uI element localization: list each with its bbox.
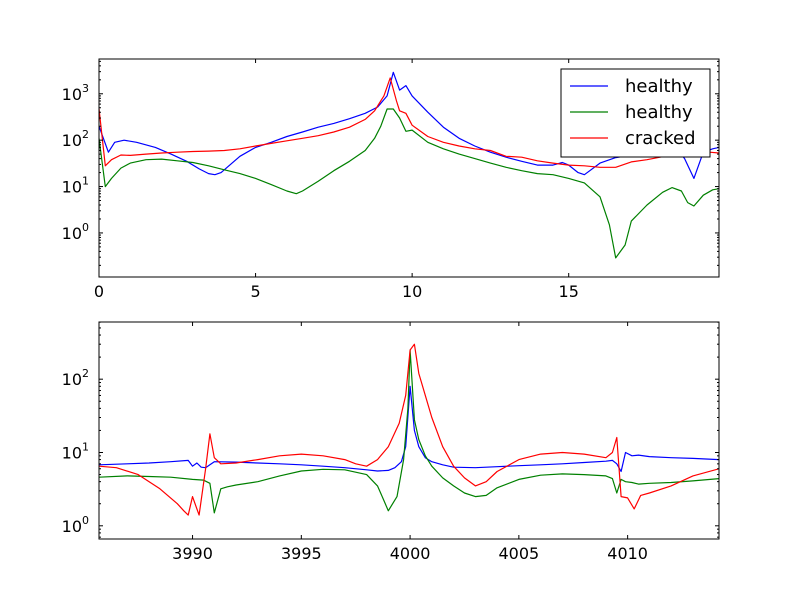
y-tick-label: 100 bbox=[62, 221, 89, 243]
y-tick-label: 101 bbox=[62, 175, 89, 197]
y-tick-label: 102 bbox=[62, 128, 89, 150]
series-line-3 bbox=[99, 343, 719, 516]
y-tick-label: 103 bbox=[62, 82, 89, 104]
series-line-3 bbox=[99, 77, 719, 168]
legend: healthy healthy cracked bbox=[560, 68, 711, 158]
x-tick-label: 15 bbox=[559, 282, 579, 301]
x-tick-label: 4000 bbox=[390, 544, 431, 563]
legend-label: healthy bbox=[625, 102, 693, 123]
plot-lines bbox=[99, 343, 719, 516]
series-line-2 bbox=[99, 349, 719, 514]
top-plot: 0 5 10 15 100 101 102 103 healthy healthy cracked bbox=[62, 58, 720, 301]
legend-label: cracked bbox=[625, 128, 696, 149]
legend-label: healthy bbox=[625, 76, 693, 97]
x-tick-label: 10 bbox=[402, 282, 422, 301]
x-tick-label: 3995 bbox=[281, 544, 322, 563]
bottom-plot: 3990 3995 4000 4005 4010 100 101 102 bbox=[62, 321, 720, 563]
y-tick-label: 101 bbox=[62, 440, 89, 462]
legend-box bbox=[560, 68, 711, 158]
x-tick-label: 4010 bbox=[607, 544, 648, 563]
series-line-2 bbox=[99, 108, 719, 259]
x-tick-label: 4005 bbox=[499, 544, 540, 563]
series-line-1 bbox=[99, 385, 719, 473]
x-tick-label: 0 bbox=[94, 282, 104, 301]
y-tick-label: 100 bbox=[62, 514, 89, 536]
x-tick-label: 5 bbox=[250, 282, 260, 301]
y-tick-label: 102 bbox=[62, 367, 89, 389]
axes-frame bbox=[98, 58, 720, 278]
x-tick-label: 3990 bbox=[172, 544, 213, 563]
